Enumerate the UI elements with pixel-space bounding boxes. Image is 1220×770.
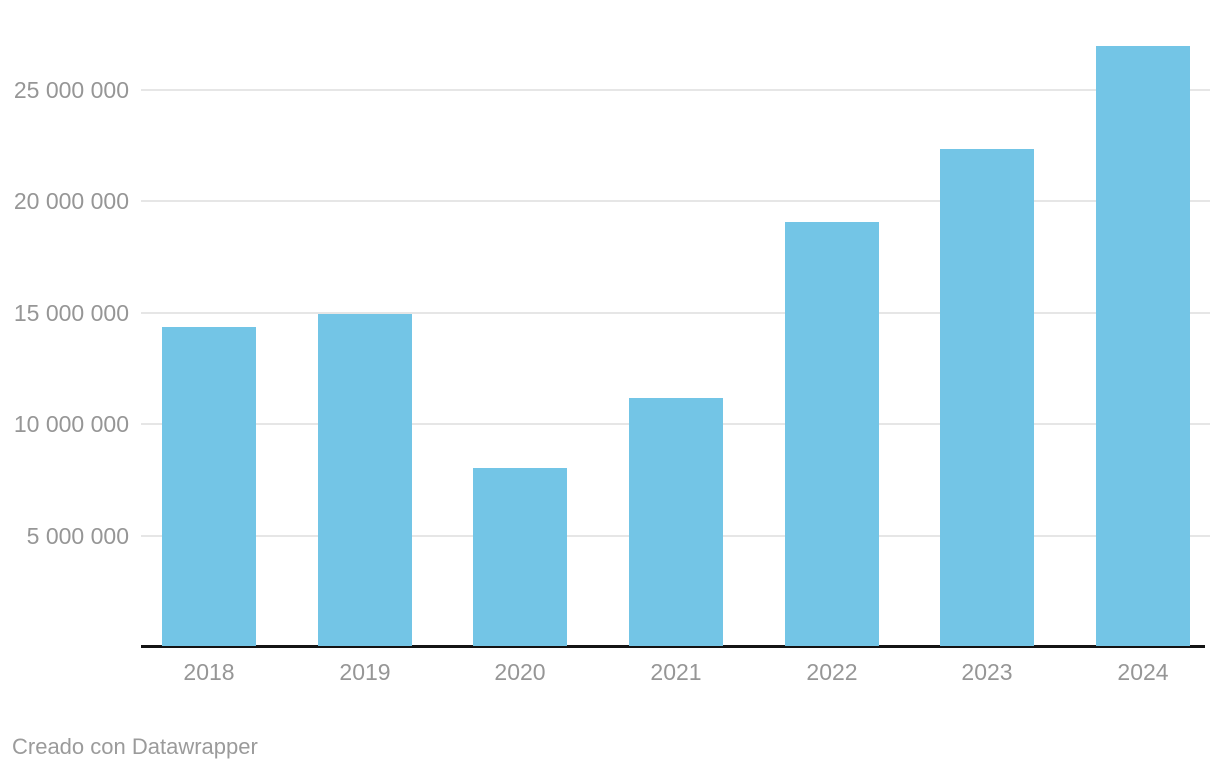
x-axis-tick-label: 2019	[339, 659, 391, 685]
x-axis-line	[141, 645, 1205, 648]
y-axis-tick-label: 10 000 000	[13, 411, 129, 438]
y-gridline	[141, 311, 1210, 314]
x-axis-tick-label: 2021	[650, 659, 702, 685]
y-axis-tick-label: 15 000 000	[13, 299, 129, 326]
y-gridline	[141, 200, 1210, 203]
x-axis-tick-label: 2020	[494, 659, 546, 685]
y-axis-tick-label: 5 000 000	[26, 522, 129, 549]
x-axis-tick-label: 2023	[961, 659, 1013, 685]
bar-2024[interactable]	[1096, 46, 1190, 646]
y-gridline	[141, 88, 1210, 91]
bar-2021[interactable]	[629, 398, 723, 646]
datawrapper-credit: Creado con Datawrapper	[12, 734, 258, 759]
bar-2020[interactable]	[473, 467, 567, 646]
bar-2018[interactable]	[162, 327, 256, 646]
bar-2023[interactable]	[940, 148, 1034, 646]
x-axis-tick-label: 2018	[183, 659, 235, 685]
x-axis-tick-label: 2024	[1117, 659, 1169, 685]
x-axis-tick-label: 2022	[806, 659, 858, 685]
y-axis-tick-label: 25 000 000	[13, 76, 129, 103]
y-axis-tick-label: 20 000 000	[13, 188, 129, 215]
bar-2022[interactable]	[785, 222, 879, 646]
bar-2019[interactable]	[318, 313, 412, 646]
